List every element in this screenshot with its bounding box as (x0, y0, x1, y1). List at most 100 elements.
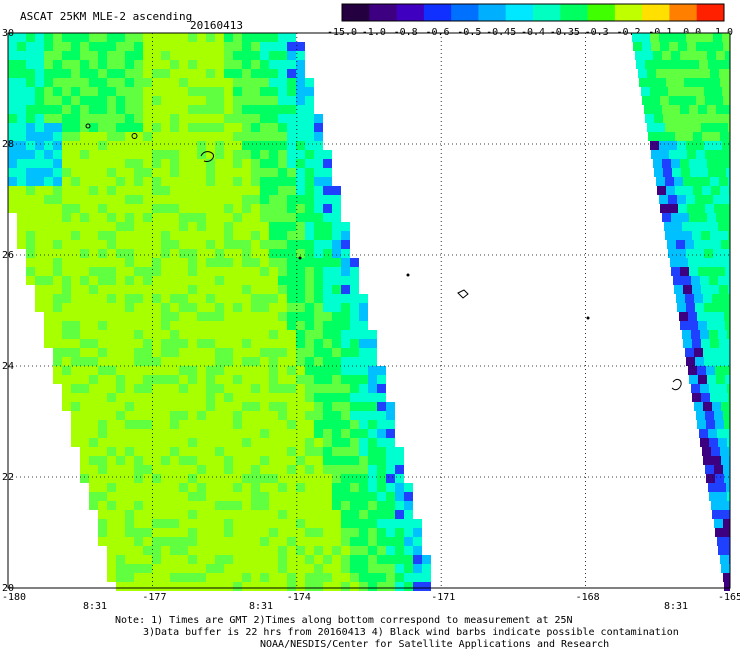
swath-cell (35, 132, 44, 141)
swath-cell (278, 555, 287, 564)
swath-cell (206, 303, 215, 312)
swath-cell (170, 312, 179, 321)
swath-cell (8, 78, 17, 87)
swath-cell (71, 69, 80, 78)
swath-cell (161, 42, 170, 51)
swath-cell (197, 105, 206, 114)
swath-cell (116, 204, 125, 213)
swath-cell (716, 159, 725, 168)
swath-cell (404, 483, 413, 492)
swath-cell (197, 60, 206, 69)
swath-cell (62, 60, 71, 69)
swath-cell (278, 123, 287, 132)
swath-cell (161, 96, 170, 105)
swath-cell (188, 546, 197, 555)
swath-cell (206, 501, 215, 510)
swath-cell (125, 537, 134, 546)
swath-cell (323, 321, 332, 330)
swath-cell (62, 222, 71, 231)
swath-cell (161, 51, 170, 60)
swath-cell (188, 51, 197, 60)
swath-cell (679, 258, 688, 267)
swath-cell (215, 573, 224, 582)
swath-cell (705, 465, 714, 474)
swath-cell (314, 159, 323, 168)
swath-cell (233, 429, 242, 438)
swath-cell (80, 69, 89, 78)
swath-cell (269, 438, 278, 447)
swath-cell (134, 465, 143, 474)
swath-cell (89, 96, 98, 105)
swath-cell (242, 186, 251, 195)
swath-cell (350, 456, 359, 465)
swath-cell (197, 177, 206, 186)
swath-cell (278, 204, 287, 213)
swath-cell (44, 276, 53, 285)
swath-cell (143, 267, 152, 276)
swath-cell (206, 384, 215, 393)
swath-cell (242, 33, 251, 42)
swath-cell (662, 213, 671, 222)
swath-cell (278, 114, 287, 123)
swath-cell (719, 285, 728, 294)
swath-cell (89, 213, 98, 222)
swath-cell (386, 564, 395, 573)
swath-cell (215, 285, 224, 294)
swath-cell (125, 276, 134, 285)
swath-cell (350, 357, 359, 366)
swath-cell (260, 60, 269, 69)
swath-cell (134, 438, 143, 447)
swath-cell (691, 330, 700, 339)
swath-cell (80, 159, 89, 168)
swath-cell (323, 366, 332, 375)
swath-cell (134, 60, 143, 69)
swath-cell (26, 213, 35, 222)
swath-cell (224, 78, 233, 87)
swath-cell (152, 186, 161, 195)
swath-cell (677, 87, 686, 96)
swath-cell (197, 582, 206, 591)
swath-cell (98, 195, 107, 204)
swath-cell (278, 384, 287, 393)
swath-cell (197, 231, 206, 240)
swath-cell (718, 546, 727, 555)
swath-cell (116, 555, 125, 564)
swath-cell (251, 276, 260, 285)
swath-cell (350, 375, 359, 384)
swath-cell (251, 141, 260, 150)
swath-cell (305, 573, 314, 582)
swath-cell (71, 78, 80, 87)
swath-cell (188, 420, 197, 429)
swath-cell (170, 564, 179, 573)
swath-cell (260, 294, 269, 303)
swath-cell (134, 366, 143, 375)
swath-cell (188, 294, 197, 303)
swath-cell (683, 285, 692, 294)
swath-cell (215, 186, 224, 195)
swath-cell (341, 582, 350, 591)
swath-cell (62, 285, 71, 294)
swath-cell (251, 60, 260, 69)
swath-cell (296, 150, 305, 159)
swath-cell (706, 474, 715, 483)
swath-cell (197, 276, 206, 285)
swath-cell (134, 276, 143, 285)
swath-cell (712, 510, 721, 519)
swath-cell (161, 267, 170, 276)
swath-cell (395, 465, 404, 474)
swath-cell (368, 357, 377, 366)
swath-cell (188, 348, 197, 357)
swath-cell (215, 213, 224, 222)
swath-cell (386, 411, 395, 420)
swath-cell (377, 375, 386, 384)
swath-cell (368, 402, 377, 411)
swath-cell (206, 429, 215, 438)
swath-cell (663, 168, 672, 177)
swath-cell (251, 159, 260, 168)
swath-cell (161, 312, 170, 321)
swath-cell (296, 276, 305, 285)
swath-cell (260, 51, 269, 60)
swath-cell (53, 60, 62, 69)
swath-cell (224, 33, 233, 42)
swath-cell (305, 357, 314, 366)
